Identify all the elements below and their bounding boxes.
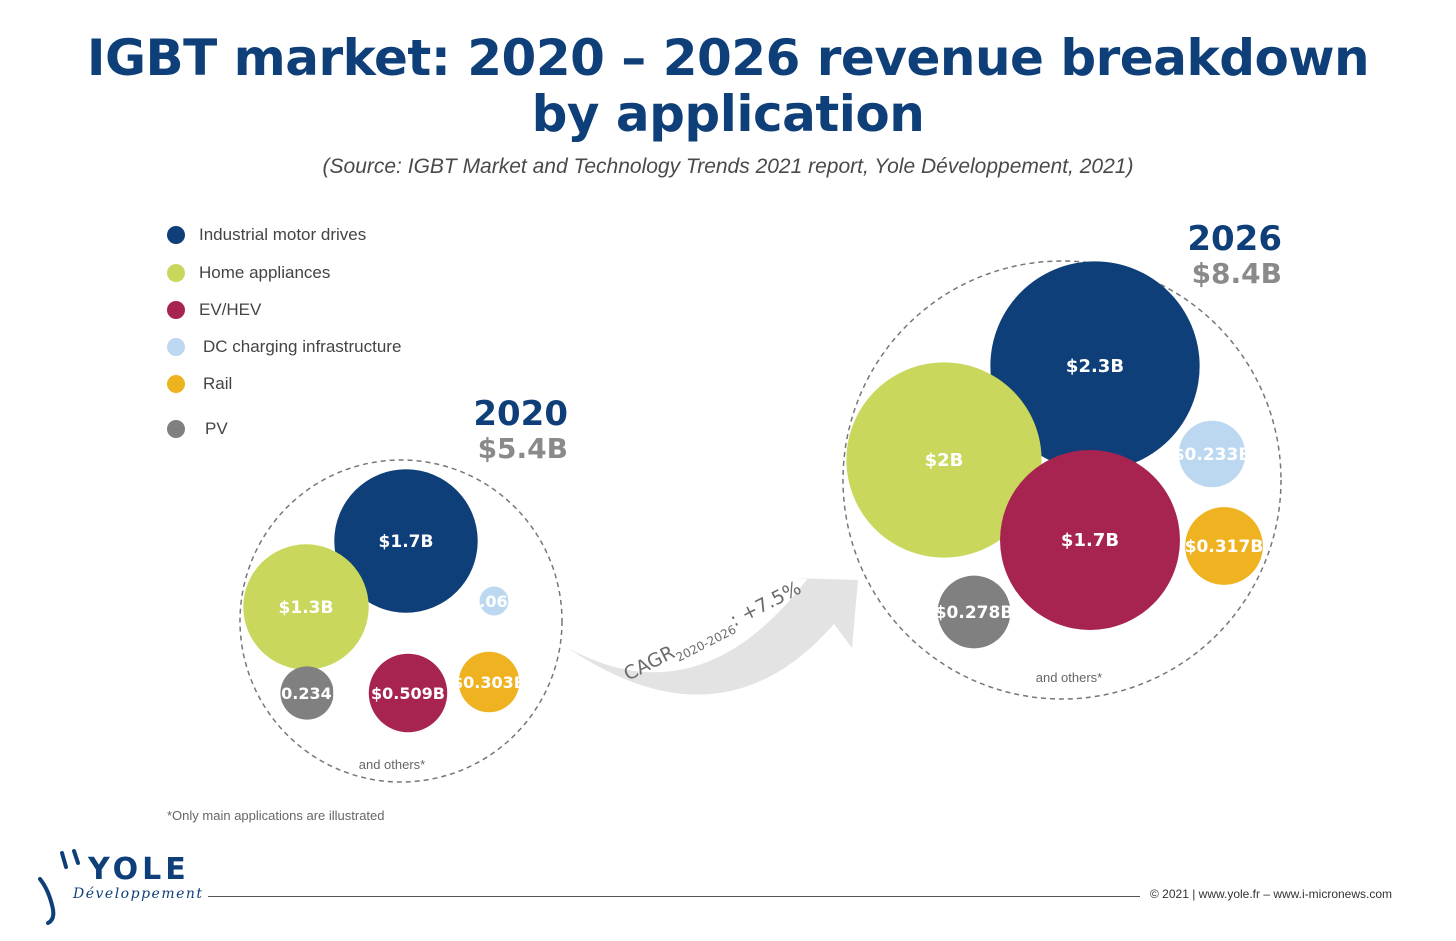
bubble-2026-industrial-motor-drives bbox=[990, 261, 1200, 471]
yole-logo-icon bbox=[38, 849, 80, 925]
bubble-value-label: $1.7B bbox=[379, 532, 434, 552]
total-2026-label: $8.4B bbox=[1191, 257, 1282, 290]
bubble-value-label: $2B bbox=[925, 450, 964, 471]
chart-subtitle: (Source: IGBT Market and Technology Tren… bbox=[322, 155, 1134, 178]
bubble-value-label: $2.3B bbox=[1066, 356, 1124, 377]
bubble-2026-ev-hev bbox=[1000, 450, 1180, 630]
bubbles-2020: $1.7B $1.3B $0.069B $0.234B $0.509B $0.303B bbox=[239, 459, 563, 783]
bubble-2020-ev-hev bbox=[368, 653, 448, 733]
total-2020-label: $5.4B bbox=[477, 432, 568, 465]
cagr-arrow: CAGR2020-2026: +7.5% bbox=[568, 577, 858, 695]
bubble-value-label: $0.234B bbox=[270, 684, 344, 703]
legend-label: Home appliances bbox=[199, 263, 331, 282]
bubble-2026-pv bbox=[937, 575, 1011, 649]
bubble-value-label: $0.069B bbox=[457, 592, 531, 611]
year-2026-outline bbox=[842, 260, 1282, 700]
others-2026-label: and others* bbox=[1035, 670, 1103, 685]
bubble-value-label: $0.233B bbox=[1173, 445, 1252, 465]
bubble-value-label: $1.3B bbox=[279, 598, 334, 618]
chart-title: IGBT market: 2020 – 2026 revenue breakdo… bbox=[0, 30, 1456, 142]
cagr-arrow-shape bbox=[568, 578, 858, 695]
bubble-2026-home-appliances bbox=[846, 362, 1042, 558]
logo-name: YOLE bbox=[88, 852, 190, 887]
footnote: *Only main applications are illustrated bbox=[167, 808, 385, 823]
logo-subtitle: Développement bbox=[73, 886, 204, 902]
others-2020-label: and others* bbox=[358, 757, 426, 772]
bubble-2020-industrial-motor-drives bbox=[334, 469, 478, 613]
yole-logo-mark bbox=[60, 851, 68, 869]
legend-swatch bbox=[167, 264, 185, 282]
title-line-1: IGBT market: 2020 – 2026 revenue breakdo… bbox=[86, 29, 1370, 87]
footer-divider bbox=[208, 896, 1140, 897]
legend-swatch bbox=[167, 375, 185, 393]
yole-logo-swoosh bbox=[38, 849, 80, 925]
bubble-value-label: $0.509B bbox=[371, 684, 445, 703]
title-line-2: by application bbox=[531, 85, 925, 143]
legend-label: EV/HEV bbox=[199, 300, 262, 319]
year-2020-label: 2020 bbox=[473, 394, 568, 434]
legend-label: DC charging infrastructure bbox=[203, 337, 402, 356]
bubble-2020-pv bbox=[280, 666, 334, 720]
legend-swatch bbox=[167, 226, 185, 244]
bubble-2020-dc-charging-infrastructure bbox=[479, 586, 509, 616]
bubble-2026-dc-charging-infrastructure bbox=[1178, 420, 1246, 488]
year-2026-label: 2026 bbox=[1187, 219, 1282, 259]
legend-swatch bbox=[167, 420, 185, 438]
bubble-value-label: $0.303B bbox=[452, 673, 526, 692]
legend-label: Rail bbox=[203, 374, 233, 393]
bubble-2020-rail bbox=[458, 651, 520, 713]
legend-label: Industrial motor drives bbox=[199, 225, 367, 244]
bubble-value-label: $1.7B bbox=[1061, 530, 1119, 551]
legend-label: PV bbox=[205, 419, 228, 438]
bubble-2026-rail bbox=[1185, 507, 1263, 585]
bubble-value-label: $0.317B bbox=[1185, 537, 1264, 557]
legend-swatch bbox=[167, 338, 185, 356]
year-2020-outline bbox=[239, 459, 563, 783]
legend-swatch bbox=[167, 301, 185, 319]
copyright: © 2021 | www.yole.fr – www.i-micronews.c… bbox=[1150, 887, 1393, 901]
bubbles-2026: $2.3B $2B $0.233B $1.7B $0.317B $0.278B bbox=[842, 260, 1282, 700]
bubble-value-label: $0.278B bbox=[935, 603, 1014, 623]
bubble-2020-home-appliances bbox=[243, 544, 369, 670]
